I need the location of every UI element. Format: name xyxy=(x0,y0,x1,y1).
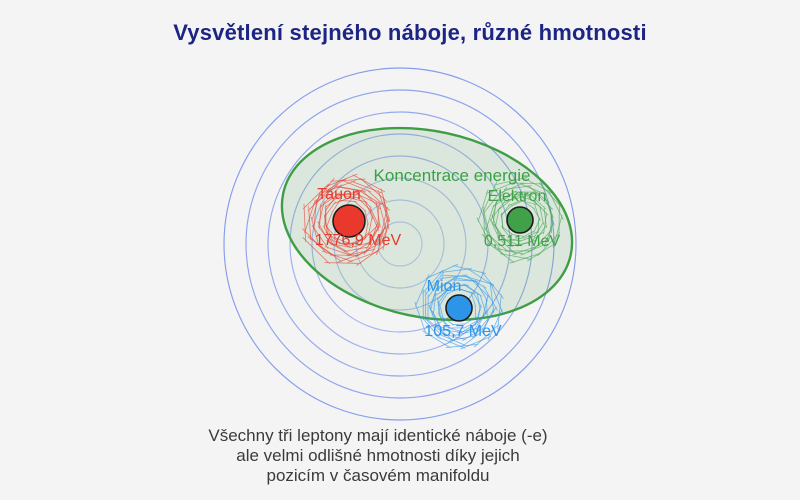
density-contour xyxy=(325,198,369,246)
elektron-mass-label: 0,511 MeV xyxy=(484,233,561,250)
density-contour xyxy=(324,193,379,248)
energy-region-label: Koncentrace energie xyxy=(374,166,531,185)
caption-line: pozicím v časovém manifoldu xyxy=(266,466,490,485)
density-contour xyxy=(422,272,495,348)
mion-mass-label: 105,7 MeV xyxy=(424,323,502,340)
density-contour xyxy=(432,284,487,334)
manifold-ring xyxy=(311,155,489,333)
tauon-particle xyxy=(332,204,366,238)
density-contour xyxy=(482,182,554,253)
density-contour xyxy=(302,178,390,263)
tauon-group: Tauon 1776,9 MeV xyxy=(302,173,402,266)
mion-label: Mion xyxy=(427,278,462,295)
density-contour xyxy=(481,176,564,262)
caption-line: ale velmi odlišné hmotnosti díky jejich xyxy=(236,446,520,465)
density-contour xyxy=(323,191,379,249)
mion-particle xyxy=(445,294,473,322)
density-contour xyxy=(429,277,491,337)
density-contour xyxy=(428,276,489,342)
time-manifold-rings xyxy=(223,67,577,421)
mion-group: Mion 105,7 MeV xyxy=(414,263,504,350)
density-contour xyxy=(307,180,390,258)
tauon-mass-label: 1776,9 MeV xyxy=(315,232,402,249)
density-contour xyxy=(500,199,540,241)
elektron-particle xyxy=(506,206,534,234)
tauon-label: Tauon xyxy=(317,186,361,203)
density-contour xyxy=(317,184,381,253)
density-contour xyxy=(414,263,504,349)
density-contour xyxy=(493,194,545,242)
elektron-label: Elektron xyxy=(488,188,547,205)
density-contour xyxy=(302,173,391,266)
density-contour xyxy=(437,288,483,330)
density-contour xyxy=(491,192,548,247)
manifold-ring xyxy=(267,111,533,377)
manifold-ring xyxy=(223,67,577,421)
caption: Všechny tři leptony mají identické náboj… xyxy=(0,426,756,486)
elektron-group: Elektron 0,511 MeV xyxy=(476,176,564,264)
density-contour xyxy=(420,267,504,350)
density-contour xyxy=(311,184,387,256)
page-title: Vysvětlení stejného náboje, různé hmotno… xyxy=(173,20,647,45)
caption-line: Všechny tři leptony mají identické náboj… xyxy=(208,426,548,445)
